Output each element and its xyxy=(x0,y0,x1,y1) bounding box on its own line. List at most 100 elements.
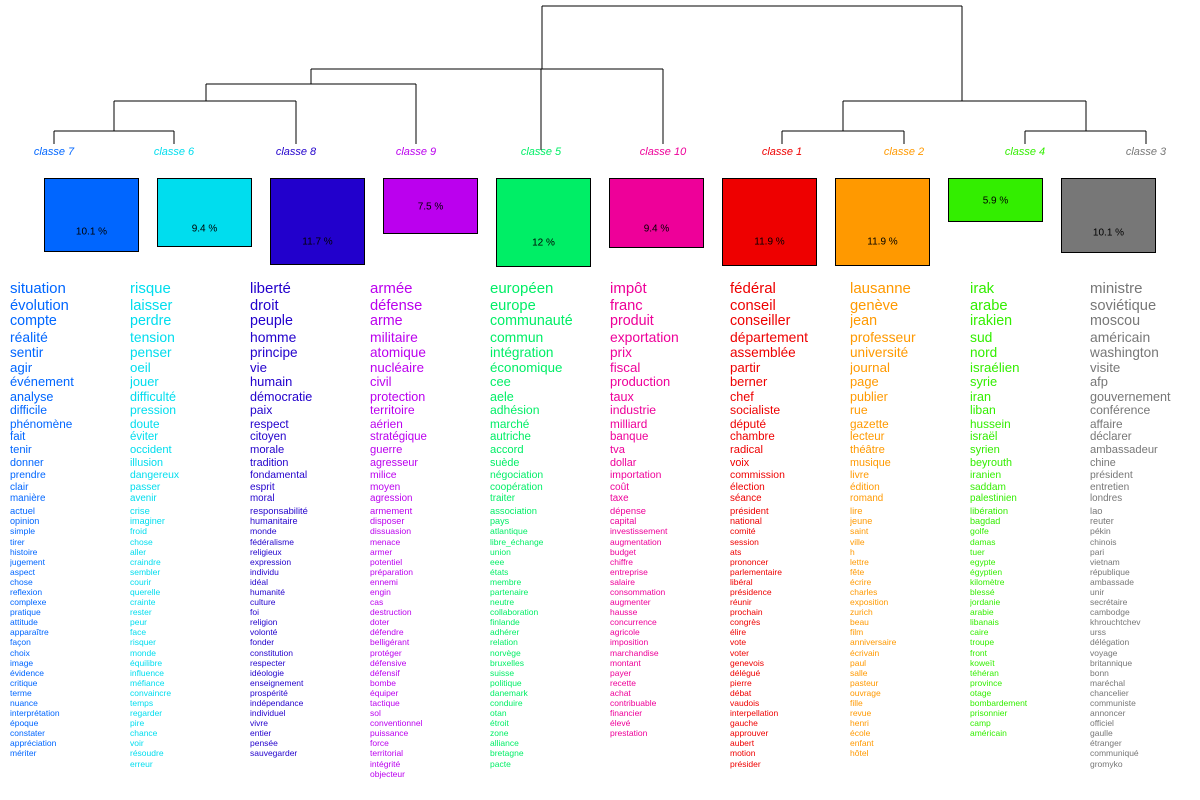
word-item: préparation xyxy=(370,566,414,577)
word-item: président xyxy=(730,504,769,516)
word-column-class-2: lausanne genève jean professeur université jo… xyxy=(850,281,968,800)
word-item: lausanne xyxy=(850,281,911,297)
word-item: damas xyxy=(970,536,996,547)
word-item: élection xyxy=(730,481,765,493)
word-item: gauche xyxy=(730,718,758,729)
word-item: charles xyxy=(850,586,878,597)
word-item: finlande xyxy=(490,617,520,628)
word-item: liban xyxy=(970,404,996,417)
word-item: khrouchtchev xyxy=(1090,617,1141,628)
word-item: culture xyxy=(250,597,276,608)
word-item: doute xyxy=(130,417,160,431)
word-item: province xyxy=(970,677,1003,688)
word-item: gaulle xyxy=(1090,728,1113,739)
word-item: équilibre xyxy=(130,657,163,668)
word-item: conseil xyxy=(730,297,776,314)
word-item: prisonnier xyxy=(970,708,1008,719)
word-item: officiel xyxy=(1090,718,1114,729)
word-item: revue xyxy=(850,708,872,719)
word-item: henri xyxy=(850,718,869,729)
word-item: états xyxy=(490,566,509,577)
word-item: individuel xyxy=(250,708,286,719)
word-item: illusion xyxy=(130,457,164,470)
word-item: américain xyxy=(970,728,1007,739)
word-item: nucléaire xyxy=(370,360,424,375)
word-item: ambassade xyxy=(1090,576,1134,587)
word-item: front xyxy=(970,647,988,658)
word-item: débat xyxy=(730,687,752,698)
word-item: courir xyxy=(130,576,152,587)
word-item: budget xyxy=(610,546,636,557)
word-item: voyage xyxy=(1090,647,1118,658)
word-item: conventionnel xyxy=(370,718,423,729)
word-item: temps xyxy=(130,698,154,708)
word-item: opinion xyxy=(10,515,40,526)
word-item: crise xyxy=(130,504,150,516)
word-item: afp xyxy=(1090,375,1108,390)
word-item: augmenter xyxy=(610,597,651,608)
word-item: libanais xyxy=(970,617,999,628)
word-item: prospérité xyxy=(250,687,288,698)
word-item: perdre xyxy=(130,313,172,329)
word-item: salle xyxy=(850,667,868,678)
word-item: armée xyxy=(370,281,413,297)
word-item: réunir xyxy=(730,597,752,608)
word-item: chose xyxy=(130,536,153,547)
word-item: sud xyxy=(970,329,993,345)
word-item: dissuasion xyxy=(370,526,412,537)
word-item: fédéral xyxy=(730,281,776,297)
word-item: humain xyxy=(250,375,293,390)
word-item: simple xyxy=(10,526,36,537)
word-item: défensif xyxy=(370,667,400,678)
word-item: liberté xyxy=(250,281,291,297)
class-box-6: 9.4 % xyxy=(157,178,252,247)
word-item: suède xyxy=(490,457,520,470)
word-item: hussein xyxy=(970,417,1011,431)
word-item: conférence xyxy=(1090,404,1151,417)
word-item: vietnam xyxy=(1090,556,1120,567)
word-item: musique xyxy=(850,457,891,470)
word-item: défensive xyxy=(370,657,407,668)
word-item: froid xyxy=(130,526,147,537)
word-item: agricole xyxy=(610,627,640,638)
word-item: écrivain xyxy=(850,647,880,658)
word-item: koweït xyxy=(970,657,995,668)
word-item: présider xyxy=(730,758,761,769)
word-item: reflexion xyxy=(10,586,43,597)
word-item: traiter xyxy=(490,493,516,505)
word-column-class-5: européen europe communauté commun intégratio… xyxy=(490,281,608,800)
word-item: phénomène xyxy=(10,417,73,431)
word-item: écrire xyxy=(850,576,872,587)
word-item: vivre xyxy=(250,718,268,729)
word-item: territorial xyxy=(370,748,404,759)
word-item: idéologie xyxy=(250,667,285,678)
word-item: zurich xyxy=(850,607,873,618)
word-item: relation xyxy=(490,637,518,648)
class-box-5: 12 % xyxy=(496,178,591,267)
word-item: washington xyxy=(1090,345,1159,361)
word-item: fondamental xyxy=(250,469,308,481)
word-item: norvège xyxy=(490,647,521,658)
word-item: taxe xyxy=(610,493,629,505)
word-item: prix xyxy=(610,345,632,361)
word-item: achat xyxy=(610,687,631,698)
word-item: fédéralisme xyxy=(250,536,294,547)
word-item: pratique xyxy=(10,607,41,618)
word-item: congrès xyxy=(730,617,761,628)
word-item: exportation xyxy=(610,329,679,345)
word-item: prendre xyxy=(10,469,46,481)
word-item: député xyxy=(730,417,767,431)
word-item: étranger xyxy=(1090,738,1122,749)
word-item: interprétation xyxy=(10,708,60,719)
word-item: communauté xyxy=(490,313,573,329)
word-item: commun xyxy=(490,329,544,345)
word-item: doter xyxy=(370,617,390,628)
word-item: prononcer xyxy=(730,556,769,567)
word-item: département xyxy=(730,329,808,345)
word-item: clair xyxy=(10,481,29,493)
class-label-2: classe 2 xyxy=(883,146,925,158)
word-item: foi xyxy=(250,607,259,618)
word-item: production xyxy=(610,375,671,390)
word-item: école xyxy=(850,728,871,739)
word-item: regarder xyxy=(130,708,163,719)
